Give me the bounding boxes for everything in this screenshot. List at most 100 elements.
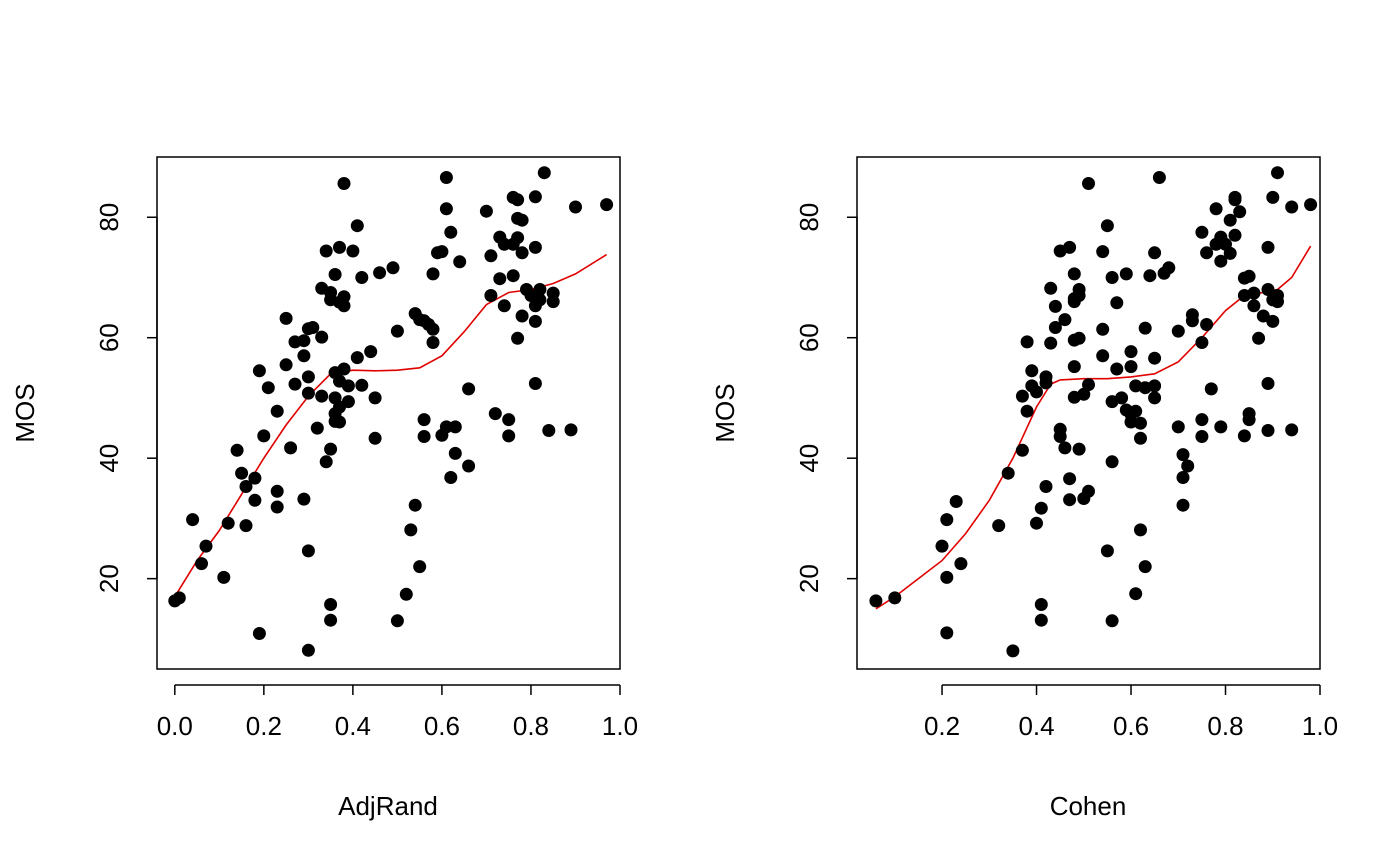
- x-tick-label: 1.0: [602, 711, 638, 741]
- data-point: [373, 266, 387, 280]
- data-point: [390, 324, 404, 338]
- data-point: [239, 480, 253, 493]
- x-axis: 0.0 0.2 0.4 0.6 0.8 1.0: [157, 684, 638, 741]
- data-point: [324, 286, 338, 299]
- data-point: [542, 424, 556, 437]
- data-point: [1261, 377, 1275, 390]
- points-layer: [168, 166, 614, 657]
- data-point: [1020, 404, 1034, 418]
- data-point: [346, 244, 360, 258]
- data-point: [1001, 466, 1015, 480]
- data-point: [1048, 299, 1062, 313]
- data-point: [439, 420, 453, 434]
- data-point: [426, 322, 440, 336]
- data-point: [511, 231, 525, 245]
- data-point: [1119, 267, 1133, 281]
- data-point: [1242, 413, 1256, 427]
- data-point: [1100, 544, 1114, 558]
- data-point: [506, 269, 520, 283]
- data-point: [511, 331, 525, 345]
- data-point: [1285, 200, 1299, 214]
- scatter-panel-cohen: 0.2 0.4 0.6 0.8 1.0 20 40 60 80 Cohen MOS: [710, 156, 1338, 821]
- data-point: [1148, 246, 1162, 260]
- data-point: [462, 382, 476, 396]
- data-point: [511, 193, 525, 207]
- data-point: [1067, 360, 1081, 374]
- data-point: [1077, 387, 1091, 401]
- points-layer: [869, 166, 1318, 658]
- data-point: [940, 570, 954, 584]
- data-point: [257, 429, 271, 443]
- y-tick-label: 40: [94, 444, 124, 473]
- data-point: [940, 513, 954, 527]
- data-point: [1110, 296, 1124, 310]
- data-point: [324, 442, 338, 456]
- data-point: [448, 420, 462, 434]
- data-point: [337, 290, 351, 304]
- data-point: [306, 321, 320, 334]
- data-point: [368, 431, 382, 445]
- data-point: [1124, 415, 1138, 429]
- data-point: [337, 299, 351, 313]
- data-point: [1100, 219, 1114, 233]
- data-point: [1176, 448, 1190, 462]
- data-point: [502, 429, 516, 443]
- data-point: [279, 311, 293, 325]
- data-point: [426, 336, 440, 349]
- data-point: [1181, 459, 1195, 473]
- x-tick-label: 1.0: [1302, 711, 1338, 741]
- data-point: [399, 587, 413, 601]
- x-axis-label: AdjRand: [338, 791, 438, 821]
- data-point: [1304, 198, 1318, 212]
- data-point: [992, 519, 1006, 533]
- data-point: [195, 557, 208, 571]
- x-tick-label: 0.2: [924, 711, 960, 741]
- data-point: [1058, 441, 1072, 455]
- data-point: [319, 455, 333, 469]
- data-point: [235, 466, 249, 480]
- data-point: [1034, 598, 1048, 611]
- data-point: [1134, 431, 1147, 445]
- data-point: [1204, 382, 1218, 396]
- data-point: [935, 539, 949, 553]
- x-tick-label: 0.6: [424, 711, 460, 741]
- data-point: [1247, 286, 1261, 300]
- data-point: [537, 166, 551, 180]
- data-point: [493, 272, 507, 286]
- data-point: [1266, 314, 1280, 328]
- x-tick-label: 0.8: [1207, 711, 1243, 741]
- data-point: [1124, 345, 1138, 359]
- data-point: [1034, 613, 1048, 627]
- data-point: [355, 271, 369, 284]
- data-point: [1039, 376, 1053, 390]
- data-point: [546, 295, 560, 309]
- data-point: [1134, 523, 1147, 537]
- data-point: [301, 370, 315, 384]
- data-point: [1058, 313, 1072, 327]
- data-point: [328, 268, 342, 281]
- data-point: [1129, 587, 1143, 601]
- data-point: [417, 430, 431, 443]
- data-point: [270, 500, 284, 514]
- data-point: [1138, 560, 1152, 574]
- data-point: [497, 299, 511, 313]
- data-point: [533, 283, 547, 296]
- data-point: [350, 351, 364, 365]
- data-point: [364, 345, 378, 359]
- data-point: [1261, 424, 1275, 437]
- y-tick-label: 80: [794, 203, 824, 232]
- data-point: [413, 560, 427, 574]
- data-point: [288, 377, 302, 391]
- data-point: [949, 495, 963, 508]
- data-point: [333, 240, 346, 254]
- data-point: [1015, 389, 1029, 403]
- data-point: [479, 204, 493, 218]
- data-point: [341, 379, 355, 393]
- data-point: [417, 413, 431, 427]
- data-point: [337, 362, 351, 376]
- data-point: [1228, 193, 1242, 207]
- data-point: [1200, 318, 1214, 331]
- data-point: [324, 613, 338, 627]
- x-axis-label: Cohen: [1050, 791, 1127, 821]
- data-point: [869, 594, 883, 608]
